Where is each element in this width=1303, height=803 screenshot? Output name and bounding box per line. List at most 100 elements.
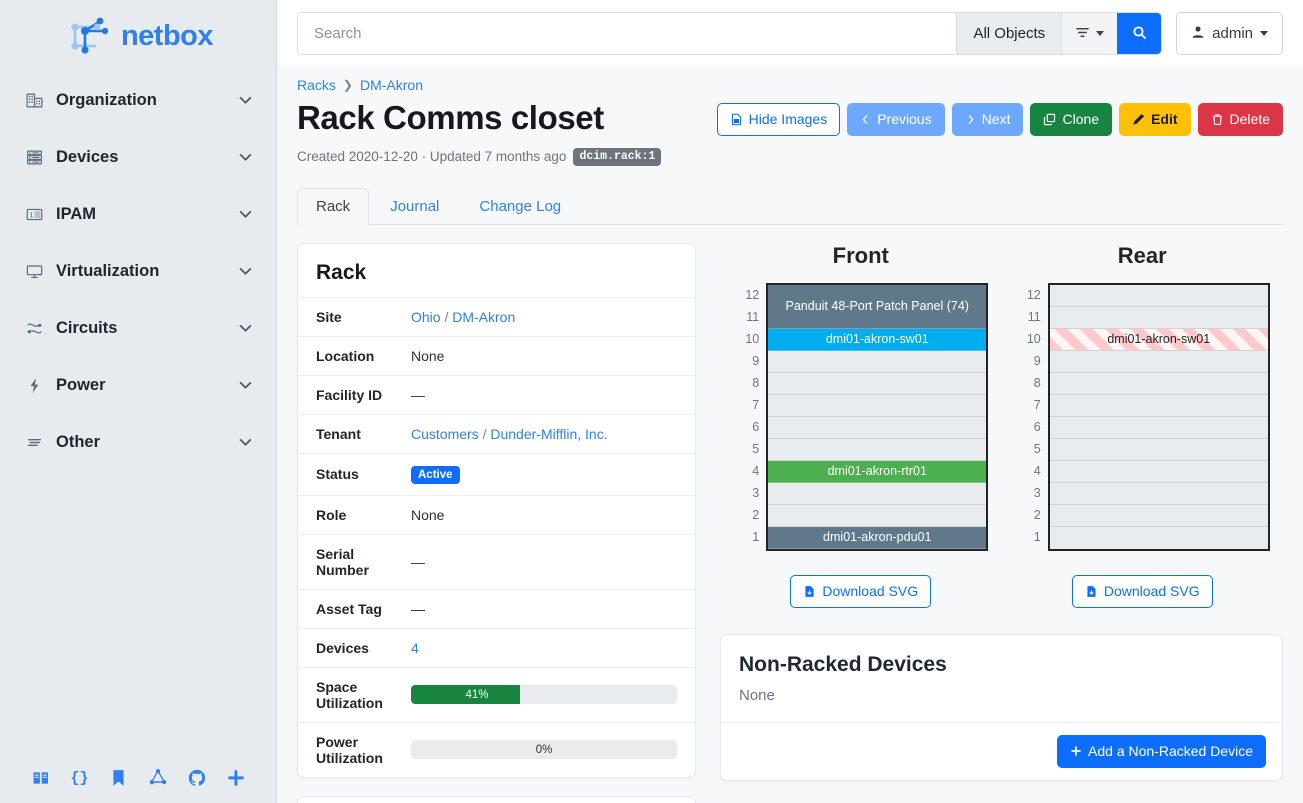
sidebar-item-label: Circuits xyxy=(56,319,118,337)
power-utilization-bar: 0% xyxy=(411,740,677,760)
rack-empty-slot[interactable] xyxy=(768,373,987,395)
tenant-link[interactable]: Dunder-Mifflin, Inc. xyxy=(490,425,608,442)
previous-button[interactable]: Previous xyxy=(847,103,945,136)
rack-unit-number: 5 xyxy=(752,441,760,456)
row-key: Power Utilization xyxy=(316,733,383,766)
rack-empty-slot[interactable] xyxy=(1049,439,1268,461)
topbar: All Objects xyxy=(277,0,1303,65)
download-svg-rear-button[interactable]: Download SVG xyxy=(1071,574,1213,608)
sidebar-nav: Organization Devices xyxy=(0,72,276,759)
table-row: Tenant Customers / Dunder-Mifflin, Inc. xyxy=(298,414,695,453)
virtualization-icon xyxy=(24,262,44,282)
search-filter-dropdown[interactable] xyxy=(1061,13,1118,54)
hide-images-button[interactable]: Hide Images xyxy=(716,103,841,136)
tenant-group-link[interactable]: Customers xyxy=(411,425,479,442)
chevron-down-icon xyxy=(1260,31,1268,36)
site-link[interactable]: DM-Akron xyxy=(452,308,516,325)
non-racked-empty-text: None xyxy=(739,686,775,704)
svg-text:1: 1 xyxy=(29,212,33,220)
search-scope-label: All Objects xyxy=(973,25,1046,42)
rack-empty-slot[interactable] xyxy=(1049,483,1268,505)
rack-empty-slot[interactable] xyxy=(1050,527,1268,549)
breadcrumb-racks-link[interactable]: Racks xyxy=(297,77,336,93)
api-icon[interactable]: {} xyxy=(70,769,89,787)
rack-device-slot[interactable]: Panduit 48-Port Patch Panel (74) xyxy=(768,284,987,329)
row-key: Devices xyxy=(316,639,369,656)
graphql-icon[interactable] xyxy=(149,769,167,787)
sidebar-item-circuits[interactable]: Circuits xyxy=(0,300,276,357)
brand-logo[interactable]: netbox xyxy=(0,0,276,66)
rack-empty-slot[interactable] xyxy=(1049,395,1268,417)
sidebar-item-ipam[interactable]: 1 IPAM xyxy=(0,186,276,243)
sidebar-item-devices[interactable]: Devices xyxy=(0,129,276,186)
add-non-racked-device-button[interactable]: Add a Non-Racked Device xyxy=(1057,734,1266,768)
site-group-link[interactable]: Ohio xyxy=(411,308,441,325)
rack-empty-slot[interactable] xyxy=(768,483,987,505)
row-key: Asset Tag xyxy=(316,600,382,617)
file-download-icon xyxy=(803,585,816,598)
row-value: — xyxy=(411,600,425,617)
docs-icon[interactable] xyxy=(32,769,50,787)
search-scope-select[interactable]: All Objects xyxy=(956,13,1062,54)
rack-empty-slot[interactable] xyxy=(768,417,987,439)
rack-unit-number: 2 xyxy=(752,507,760,522)
row-value: 4 xyxy=(411,628,695,667)
tab-journal[interactable]: Journal xyxy=(371,188,458,225)
content-columns: Rack Site Ohio / DM-Akron xyxy=(297,242,1283,803)
table-row: Serial Number — xyxy=(298,534,695,589)
search-submit-button[interactable] xyxy=(1117,13,1162,54)
sidebar-item-other[interactable]: Other xyxy=(0,414,276,471)
rack-device-slot[interactable]: dmi01-akron-sw01 xyxy=(768,328,987,351)
netbox-logo-icon xyxy=(63,16,115,56)
rack-empty-slot[interactable] xyxy=(768,505,987,527)
delete-button[interactable]: Delete xyxy=(1197,103,1283,136)
search-input[interactable] xyxy=(298,13,957,54)
rack-empty-slot[interactable] xyxy=(1049,417,1268,439)
plus-icon xyxy=(1070,745,1082,757)
row-key: Tenant xyxy=(316,425,361,442)
sidebar-item-organization[interactable]: Organization xyxy=(0,72,276,129)
breadcrumb-current-link[interactable]: DM-Akron xyxy=(359,77,423,93)
secondary-card-partial xyxy=(297,795,696,803)
rack-device-slot[interactable]: dmi01-akron-pdu01 xyxy=(768,526,987,549)
slack-icon[interactable] xyxy=(227,769,245,787)
device-count-link[interactable]: 4 xyxy=(411,639,419,656)
sidebar-footer: {} xyxy=(0,759,276,803)
button-label: Hide Images xyxy=(748,111,828,127)
table-row: Site Ohio / DM-Akron xyxy=(298,297,695,336)
rack-empty-slot[interactable] xyxy=(768,351,987,373)
next-button[interactable]: Next xyxy=(951,103,1024,136)
github-icon[interactable] xyxy=(188,769,206,787)
download-svg-front-button[interactable]: Download SVG xyxy=(790,574,932,608)
rack-empty-slot[interactable] xyxy=(1049,505,1268,527)
rack-empty-slot[interactable] xyxy=(768,395,987,417)
rack-empty-slot[interactable] xyxy=(1049,307,1268,329)
row-key: Site xyxy=(316,308,342,325)
rack-device-slot-rear[interactable]: dmi01-akron-sw01 xyxy=(1049,328,1268,351)
circuits-icon xyxy=(24,319,44,339)
pencil-icon xyxy=(1132,113,1145,126)
rack-empty-slot[interactable] xyxy=(1049,461,1268,483)
row-key: Role xyxy=(316,506,347,523)
rack-empty-slot[interactable] xyxy=(1049,351,1268,373)
button-label: Previous xyxy=(877,111,932,127)
bookmark-icon[interactable] xyxy=(110,769,128,787)
user-icon xyxy=(1191,25,1205,43)
tab-rack[interactable]: Rack xyxy=(297,187,370,225)
rack-face-title: Rear xyxy=(1117,242,1167,268)
rack-device-slot[interactable]: dmi01-akron-rtr01 xyxy=(768,460,987,483)
rack-empty-slot[interactable] xyxy=(1049,373,1268,395)
tab-change-log[interactable]: Change Log xyxy=(460,188,580,225)
sidebar-item-virtualization[interactable]: Virtualization xyxy=(0,243,276,300)
edit-button[interactable]: Edit xyxy=(1119,103,1191,136)
devices-icon xyxy=(24,148,44,168)
user-menu-button[interactable]: admin xyxy=(1176,12,1283,55)
search-bar: All Objects xyxy=(297,12,1163,55)
separator: / xyxy=(482,425,487,442)
table-row: Power Utilization 0% xyxy=(298,722,695,777)
non-racked-title: Non-Racked Devices xyxy=(739,652,947,676)
clone-button[interactable]: Clone xyxy=(1030,103,1113,136)
rack-empty-slot[interactable] xyxy=(1049,285,1268,307)
sidebar-item-power[interactable]: Power xyxy=(0,357,276,414)
rack-empty-slot[interactable] xyxy=(768,439,987,461)
